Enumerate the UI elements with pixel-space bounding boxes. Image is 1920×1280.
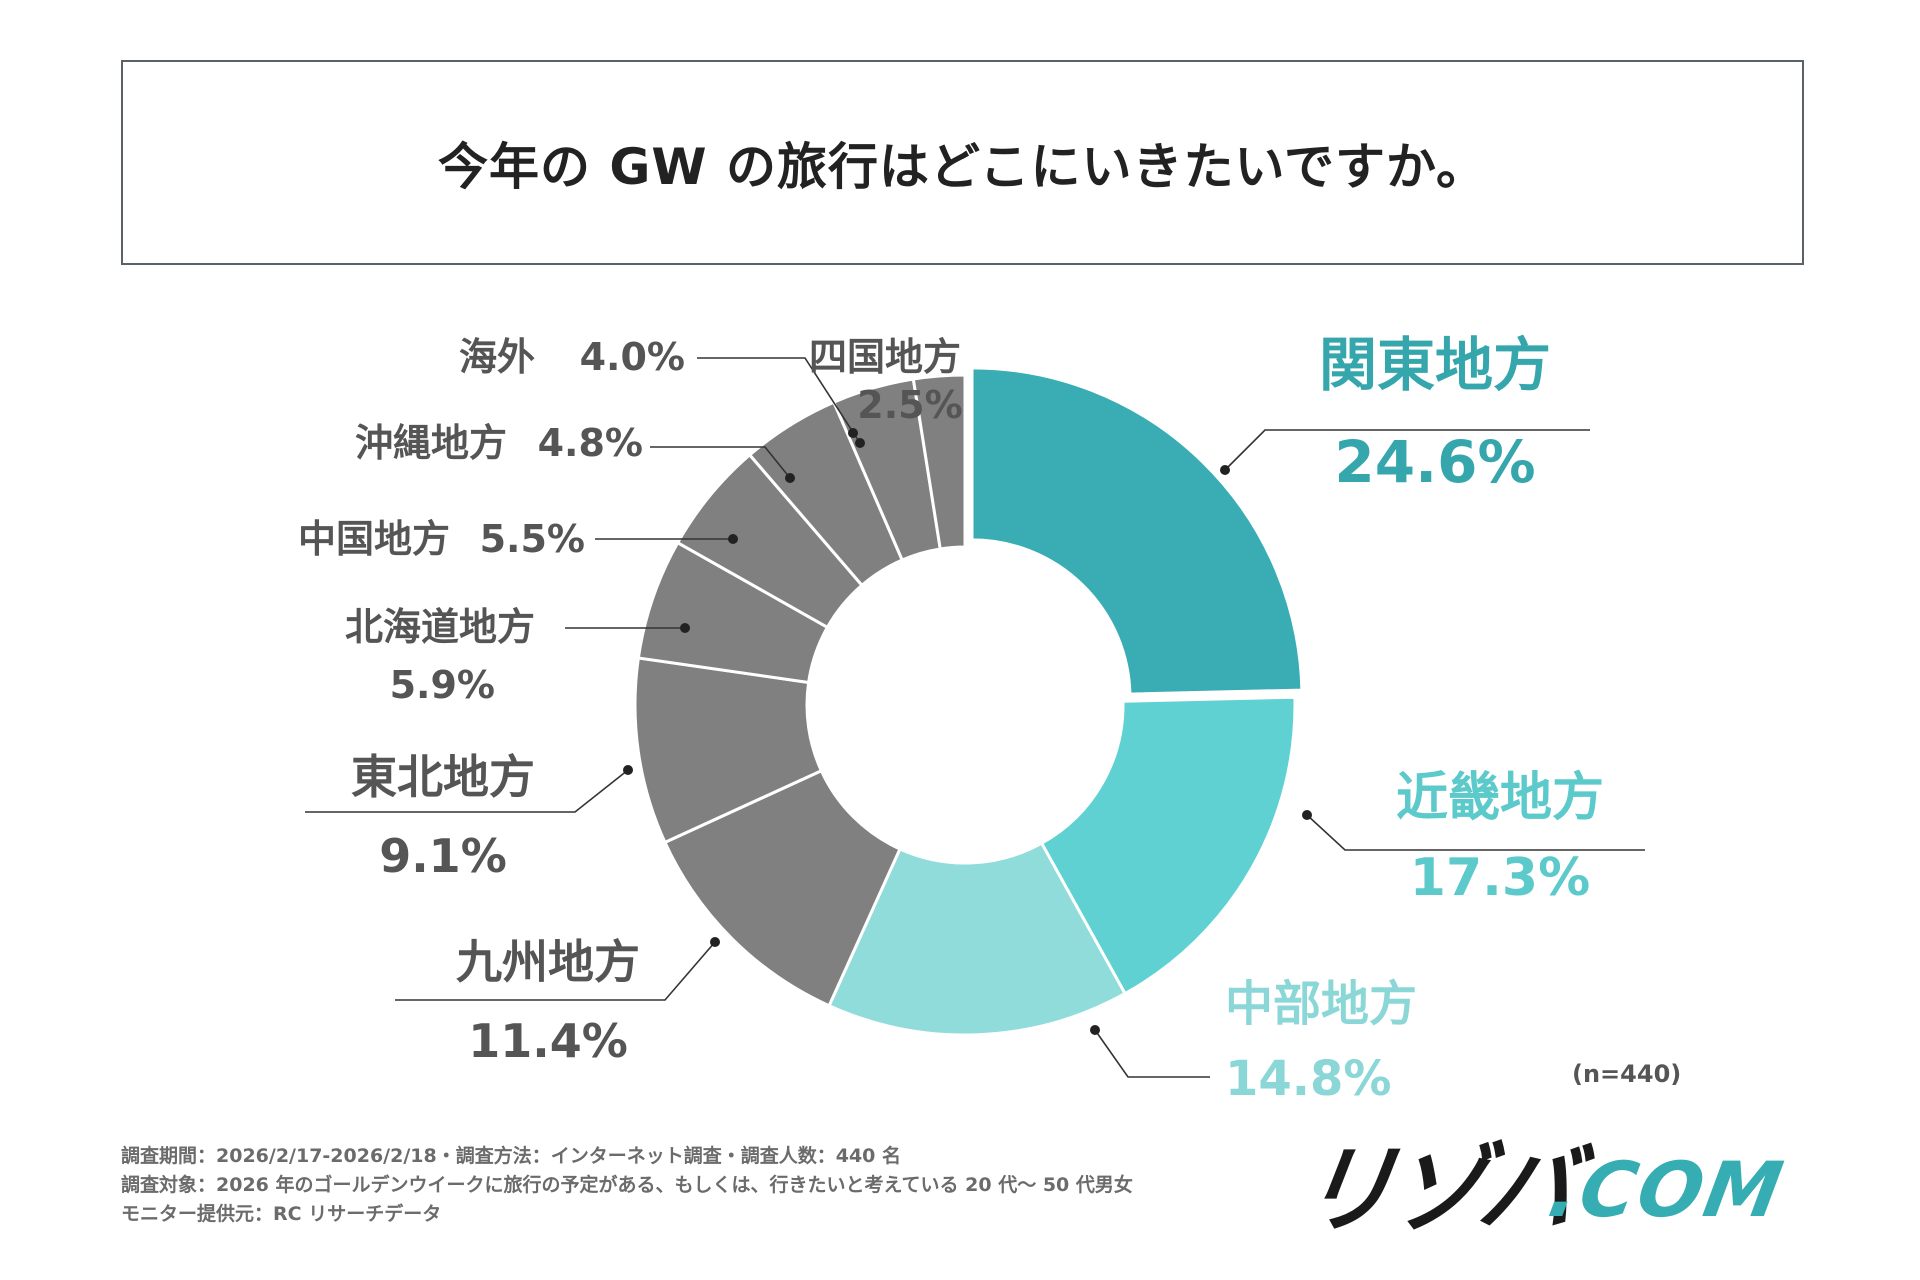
leader-dot-6: [728, 534, 738, 544]
category-label-6: 中国地方: [298, 517, 450, 561]
category-label-7: 沖縄地方: [355, 421, 507, 465]
slice-3: [662, 768, 902, 1008]
category-label-3: 九州地方: [456, 935, 640, 989]
value-label-9: 2.5%: [857, 383, 962, 427]
category-label-1: 近畿地方: [1396, 768, 1604, 828]
value-label-2: 14.8%: [1225, 1051, 1392, 1107]
leaders-group: [305, 357, 1645, 1078]
chart-title: 今年の GW の旅行はどこにいきたいですか。: [437, 137, 1487, 196]
sample-size: (n=440): [1572, 1060, 1682, 1088]
logo-text-main: リゾバ: [1292, 1134, 1578, 1246]
leader-line-1: [1306, 814, 1645, 851]
value-label-0: 24.6%: [1334, 428, 1535, 496]
leader-dot-1: [1302, 810, 1312, 820]
slice-2: [827, 841, 1128, 1037]
leader-line-2: [1094, 1029, 1210, 1078]
footer-notes: 調査期間：2026/2/17-2026/2/18・調査方法：インターネット調査・…: [121, 1142, 1133, 1229]
category-label-9: 四国地方: [809, 335, 961, 379]
value-label-1: 17.3%: [1410, 848, 1590, 908]
leader-dot-4: [623, 765, 633, 775]
value-label-7: 4.8%: [538, 421, 643, 465]
footer-line-provider: モニター提供元：RC リサーチデータ: [121, 1203, 442, 1225]
leader-dot-9: [848, 428, 858, 438]
slice-9: [911, 373, 967, 551]
leader-line-3: [395, 941, 716, 1001]
value-label-8: 4.0%: [580, 335, 685, 379]
leader-dot-7: [785, 473, 795, 483]
value-label-4: 9.1%: [379, 829, 507, 883]
category-label-5: 北海道地方: [345, 605, 535, 649]
footer-line-target: 調査対象：2026 年のゴールデンウイークに旅行の予定がある、もしくは、行きたい…: [121, 1174, 1133, 1196]
category-label-8: 海外: [459, 335, 535, 379]
logo-text-domain: .COM: [1542, 1145, 1791, 1234]
leader-line-0: [1224, 429, 1590, 471]
footer-line-period: 調査期間：2026/2/17-2026/2/18・調査方法：インターネット調査・…: [121, 1145, 902, 1167]
category-label-0: 関東地方: [1319, 331, 1551, 399]
value-label-6: 5.5%: [480, 517, 585, 561]
leader-line-7: [650, 446, 791, 479]
leader-dot-3: [710, 937, 720, 947]
value-label-3: 11.4%: [468, 1014, 628, 1068]
brand-logo: リゾバ .COM: [1292, 1134, 1820, 1246]
category-label-2: 中部地方: [1225, 976, 1417, 1032]
leader-line-4: [305, 769, 629, 813]
slices-group: [633, 366, 1304, 1037]
leader-line-8: [697, 357, 861, 444]
slice-1: [1039, 695, 1297, 996]
value-label-5: 5.9%: [390, 663, 495, 707]
slice-0: [970, 366, 1304, 696]
category-label-4: 東北地方: [351, 750, 535, 804]
leader-dot-8: [855, 438, 865, 448]
leader-dot-5: [680, 623, 690, 633]
leader-dot-0: [1220, 465, 1230, 475]
labels-group: 関東地方 24.6% 近畿地方 17.3% 中部地方 14.8% 九州地方 11.4% 東北地方…: [298, 331, 1604, 1107]
title-box: 今年の GW の旅行はどこにいきたいですか。: [121, 60, 1804, 265]
leader-dot-2: [1090, 1025, 1100, 1035]
